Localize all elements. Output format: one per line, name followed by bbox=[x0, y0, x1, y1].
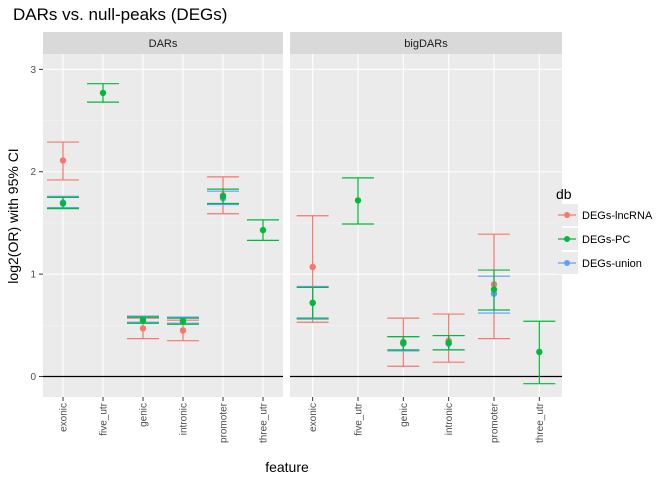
errorbar-DEGs-PC-intronic bbox=[167, 317, 199, 325]
x-tick-label: exonic bbox=[308, 403, 319, 432]
x-tick-label: five_utr bbox=[99, 402, 110, 435]
legend-key-point bbox=[564, 260, 570, 266]
strip-label: DARs bbox=[149, 38, 178, 50]
errorbar-DEGs-PC-promoter bbox=[207, 188, 239, 205]
errorbar-DEGs-PC-exonic bbox=[296, 286, 329, 319]
data-point bbox=[139, 317, 147, 324]
data-point bbox=[536, 348, 543, 356]
panel-background bbox=[290, 54, 562, 397]
y-axis: 0 1 2 3 bbox=[30, 65, 43, 383]
errorbar-DEGs-PC-three_utr bbox=[247, 219, 279, 241]
data-point bbox=[309, 299, 316, 307]
strip-background bbox=[43, 32, 283, 54]
errorbar-DEGs-lncRNA-exonic bbox=[47, 141, 79, 181]
panel-DARs: DARs exonic five_utr genic intronic promoter t… bbox=[43, 32, 283, 443]
strip-background bbox=[290, 32, 562, 54]
strip-label: bigDARs bbox=[404, 38, 448, 50]
data-point bbox=[99, 89, 107, 97]
legend-label: DEGs-union bbox=[582, 258, 642, 270]
x-tick-label: genic bbox=[399, 403, 410, 427]
x-tick-label: intronic bbox=[179, 403, 190, 435]
legend-title: db bbox=[556, 186, 572, 202]
y-tick-label: 0 bbox=[30, 372, 36, 383]
data-point bbox=[400, 339, 407, 346]
chart-title: DARs vs. null-peaks (DEGs) bbox=[13, 5, 227, 24]
y-tick-label: 1 bbox=[30, 270, 36, 281]
legend-item-DEGs-PC: DEGs-PC bbox=[556, 228, 630, 250]
data-point bbox=[309, 263, 316, 271]
data-point bbox=[259, 226, 267, 234]
y-axis-title: log2(OR) with 95% CI bbox=[5, 148, 21, 283]
x-tick-label: promoter bbox=[219, 402, 230, 443]
x-tick-label: intronic bbox=[444, 403, 455, 435]
errorbar-DEGs-PC-genic bbox=[127, 316, 159, 324]
data-point bbox=[354, 197, 362, 204]
data-point bbox=[219, 193, 227, 200]
legend-key-point bbox=[564, 212, 570, 218]
errorbar-DEGs-PC-intronic bbox=[432, 334, 465, 351]
x-axis-title: feature bbox=[265, 459, 309, 475]
legend-item-DEGs-union: DEGs-union bbox=[556, 252, 642, 274]
data-point bbox=[59, 200, 67, 207]
legend-item-DEGs-lncRNA: DEGs-lncRNA bbox=[556, 204, 653, 226]
x-tick-label: promoter bbox=[490, 402, 501, 443]
panel-background bbox=[43, 54, 283, 397]
data-point bbox=[445, 339, 452, 346]
errorbar-DEGs-PC-five_utr bbox=[342, 177, 374, 225]
data-point bbox=[59, 157, 67, 164]
errorbar-DEGs-PC-promoter bbox=[478, 269, 510, 311]
x-tick-label: genic bbox=[139, 403, 150, 427]
panel-bigDARs: bigDARs exonic five_utr genic intronic promot… bbox=[290, 32, 562, 443]
legend-label: DEGs-PC bbox=[582, 234, 630, 246]
errorbar-DEGs-PC-three_utr bbox=[523, 320, 556, 385]
x-tick-label: five_utr bbox=[354, 402, 365, 435]
errorbar-DEGs-PC-five_utr bbox=[87, 83, 119, 103]
data-point bbox=[490, 286, 498, 293]
x-tick-label: three_utr bbox=[535, 402, 546, 443]
errorbar-DEGs-PC-genic bbox=[387, 335, 420, 351]
legend-label: DEGs-lncRNA bbox=[582, 210, 653, 222]
legend: db DEGs-lncRNA DEGs-PC DEGs-union bbox=[556, 186, 653, 274]
y-tick-label: 2 bbox=[30, 167, 36, 178]
x-tick-label: exonic bbox=[59, 403, 70, 432]
data-point bbox=[179, 318, 187, 325]
errorbar-DEGs-PC-exonic bbox=[47, 196, 79, 210]
x-tick-label: three_utr bbox=[259, 402, 270, 443]
data-point bbox=[139, 325, 147, 332]
legend-key-point bbox=[564, 236, 570, 242]
y-tick-label: 3 bbox=[30, 65, 36, 76]
panels: DARs exonic five_utr genic intronic promoter t… bbox=[30, 32, 562, 443]
data-point bbox=[179, 327, 187, 334]
